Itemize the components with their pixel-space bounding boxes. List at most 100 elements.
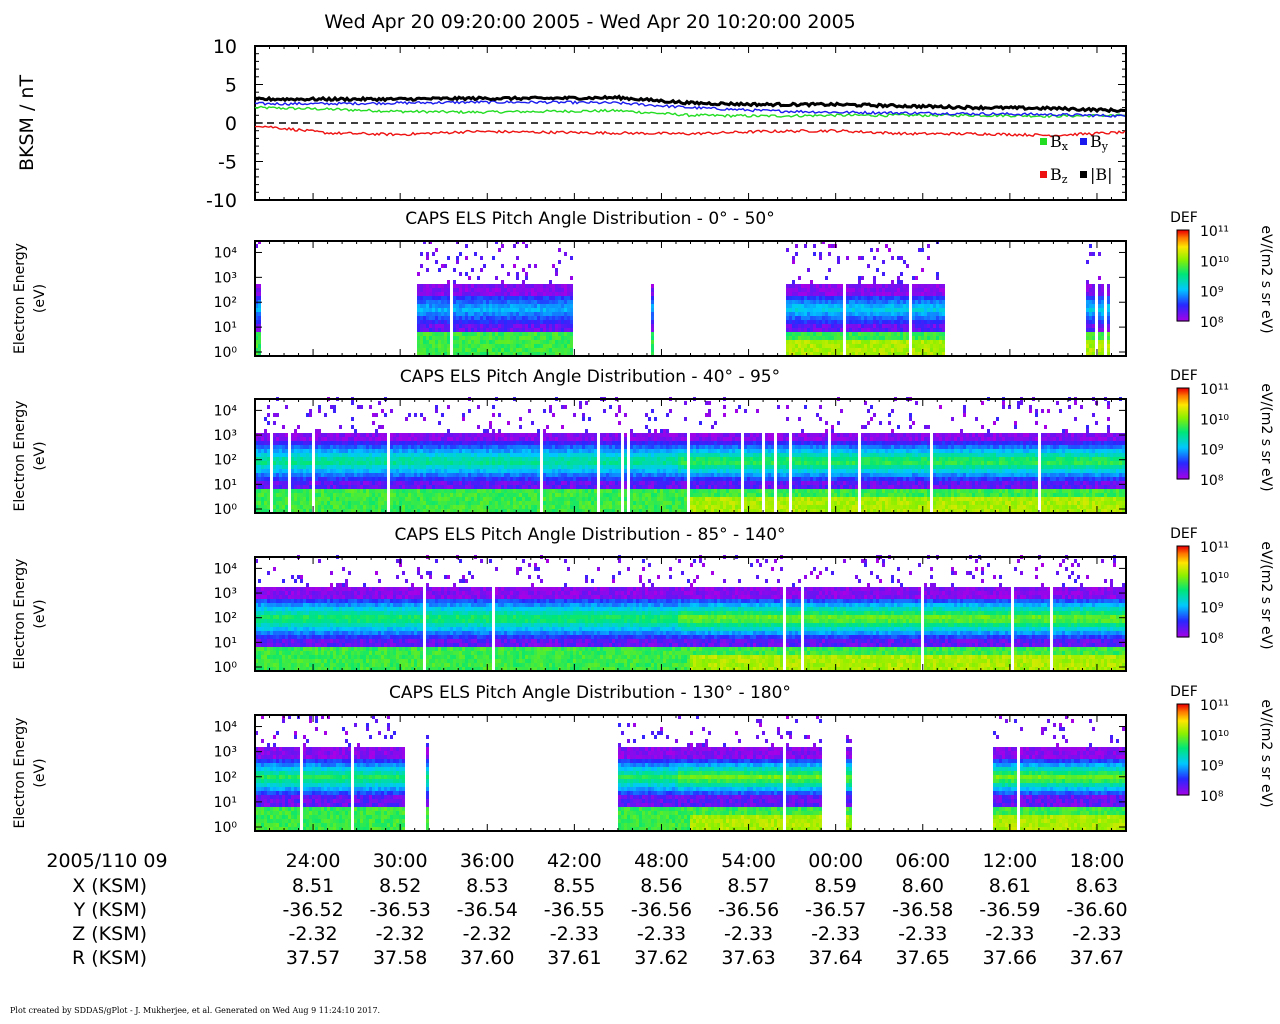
spectrogram-cell bbox=[291, 485, 294, 489]
spectrogram-cell bbox=[303, 469, 306, 473]
spectrogram-cell bbox=[276, 465, 279, 469]
spectrogram-cell bbox=[564, 461, 567, 465]
spectrogram-cell bbox=[492, 433, 495, 437]
spectrogram-cell bbox=[624, 477, 627, 481]
spectrogram-cell bbox=[789, 292, 792, 296]
spectrogram-cell bbox=[492, 332, 495, 336]
spectrogram-cell bbox=[813, 352, 816, 356]
spectrogram-cell bbox=[390, 437, 393, 441]
spectrogram-cell bbox=[375, 485, 378, 489]
spectrogram-cell bbox=[465, 441, 468, 445]
spectrogram-cell bbox=[324, 501, 327, 505]
spectrogram-cell bbox=[513, 312, 516, 316]
spectrogram-cell bbox=[504, 296, 507, 300]
spectrogram-cell bbox=[522, 316, 525, 320]
spectrogram-cell bbox=[255, 340, 258, 344]
spectrogram-cell bbox=[285, 457, 288, 461]
spectrogram-cell bbox=[558, 433, 561, 437]
spectrogram-cell bbox=[825, 312, 828, 316]
spectrogram-cell bbox=[516, 308, 519, 312]
spectrogram-cell bbox=[564, 445, 567, 449]
spectrogram-cell bbox=[258, 481, 261, 485]
spectrogram-cell bbox=[522, 280, 525, 284]
spectrogram-cell bbox=[495, 304, 498, 308]
spectrogram-cell bbox=[918, 336, 921, 340]
spectrogram-cell bbox=[516, 497, 519, 501]
spectrogram-cell bbox=[456, 477, 459, 481]
spectrogram-cell bbox=[255, 465, 258, 469]
spectrogram-cell bbox=[930, 336, 933, 340]
spectrogram-cell bbox=[465, 256, 468, 260]
spectrogram-cell bbox=[336, 461, 339, 465]
spectrogram-cell bbox=[798, 352, 801, 356]
spectrogram-cell bbox=[498, 497, 501, 501]
spectrogram-cell bbox=[861, 276, 864, 280]
spectrogram-cell bbox=[447, 449, 450, 453]
spectrogram-cell bbox=[411, 489, 414, 493]
spectrogram-cell bbox=[867, 264, 870, 268]
spectrogram-cell bbox=[306, 465, 309, 469]
spectrogram-cell bbox=[375, 453, 378, 457]
spectrogram-cell bbox=[261, 449, 264, 453]
spectrogram-cell bbox=[327, 437, 330, 441]
spectrogram-cell bbox=[798, 304, 801, 308]
spectrogram-cell bbox=[846, 352, 849, 356]
spectrogram-cell bbox=[339, 461, 342, 465]
spectrogram-cell bbox=[453, 449, 456, 453]
spectrogram-cell bbox=[468, 505, 471, 509]
spectrogram-cell bbox=[537, 465, 540, 469]
spectrogram-cell bbox=[528, 264, 531, 268]
spectrogram-cell bbox=[258, 457, 261, 461]
spectrogram-cell bbox=[516, 340, 519, 344]
spectrogram-cell bbox=[807, 320, 810, 324]
spectrogram-cell bbox=[372, 453, 375, 457]
spectrogram-cell bbox=[549, 461, 552, 465]
spectrogram-cell bbox=[465, 352, 468, 356]
spectrogram-cell bbox=[489, 457, 492, 461]
spectrogram-cell bbox=[924, 328, 927, 332]
spectrogram-cell bbox=[375, 473, 378, 477]
spectrogram-cell bbox=[393, 457, 396, 461]
spectrogram-cell bbox=[495, 292, 498, 296]
spectrogram-cell bbox=[918, 328, 921, 332]
spectrogram-cell bbox=[564, 348, 567, 352]
spectrogram-cell bbox=[555, 304, 558, 308]
spectrogram-cell bbox=[291, 501, 294, 505]
spectrogram-cell bbox=[303, 461, 306, 465]
spectrogram-cell bbox=[378, 465, 381, 469]
colorbar-step bbox=[1177, 235, 1189, 237]
spectrogram-cell bbox=[849, 296, 852, 300]
spectrogram-cell bbox=[822, 328, 825, 332]
spectrogram-cell bbox=[822, 344, 825, 348]
spectrogram-cell bbox=[1098, 284, 1101, 288]
spectrogram-cell bbox=[618, 437, 621, 441]
spectrogram-cell bbox=[915, 336, 918, 340]
spectrogram-cell bbox=[942, 284, 945, 288]
spectrogram-cell bbox=[528, 344, 531, 348]
spectrogram-cell bbox=[930, 300, 933, 304]
spectrogram-cell bbox=[600, 445, 603, 449]
spectrogram-cell bbox=[900, 304, 903, 308]
spectrogram-cell bbox=[1098, 344, 1101, 348]
spectrogram-cell bbox=[513, 473, 516, 477]
spectrogram-cell bbox=[429, 348, 432, 352]
spectrogram-cell bbox=[531, 505, 534, 509]
spectrogram-cell bbox=[546, 304, 549, 308]
y-axis-label: Electron Energy bbox=[12, 243, 28, 354]
spectrogram-cell bbox=[921, 296, 924, 300]
spectrogram-cell bbox=[1098, 316, 1101, 320]
spectrogram-cell bbox=[438, 421, 441, 425]
spectrogram-cell bbox=[486, 441, 489, 445]
spectrogram-cell bbox=[1098, 328, 1101, 332]
spectrogram-cell bbox=[432, 489, 435, 493]
spectrogram-cell bbox=[369, 477, 372, 481]
spectrogram-cell bbox=[825, 352, 828, 356]
spectrogram-cell bbox=[474, 328, 477, 332]
spectrogram-cell bbox=[912, 284, 915, 288]
spectrogram-cell bbox=[864, 320, 867, 324]
spectrogram-cell bbox=[528, 501, 531, 505]
spectrogram-cell bbox=[258, 445, 261, 449]
spectrogram-cell bbox=[822, 300, 825, 304]
spectrogram-cell bbox=[606, 473, 609, 477]
spectrogram-cell bbox=[552, 296, 555, 300]
